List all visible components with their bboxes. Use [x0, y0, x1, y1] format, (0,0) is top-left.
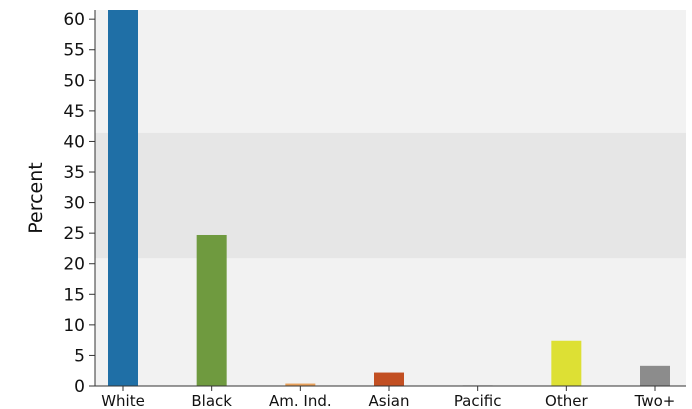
y-tick-label: 50: [63, 71, 85, 91]
shaded-band: [95, 132, 686, 259]
y-tick-label: 55: [63, 41, 85, 61]
y-axis-title: Percent: [25, 162, 47, 234]
y-tick-label: 20: [63, 255, 85, 275]
x-tick-label: Asian: [369, 392, 410, 409]
y-tick-label: 5: [74, 346, 85, 366]
bar-asian: [374, 372, 404, 386]
y-tick-label: 10: [63, 316, 85, 336]
x-tick-label: Black: [191, 392, 232, 409]
y-tick-label: 45: [63, 102, 85, 122]
y-tick-label: 35: [63, 163, 85, 183]
y-tick-label: 30: [63, 194, 85, 214]
y-tick-label: 15: [63, 285, 85, 305]
bar-am-ind: [285, 383, 316, 386]
bars-group: [108, 10, 670, 387]
x-tick-label: Other: [545, 392, 588, 409]
y-axis-ticks: 0 5 10 15 20 25 30 35 40 45 50 55 60: [63, 10, 95, 397]
y-tick-label: 60: [63, 10, 85, 30]
bar-other: [551, 340, 582, 386]
y-tick-label: 40: [63, 132, 85, 152]
bar-two: [640, 365, 670, 386]
bar-black: [196, 234, 227, 386]
x-tick-label: Two+: [634, 392, 676, 409]
y-tick-label: 25: [63, 224, 85, 244]
x-tick-label: Am. Ind.: [269, 392, 332, 409]
y-tick-label: 0: [74, 377, 85, 397]
bar-white: [108, 10, 138, 386]
x-tick-label: Pacific: [454, 392, 502, 409]
x-axis-labels: White Black Am. Ind. Asian Pacific Other Two+: [101, 386, 675, 409]
x-tick-label: White: [101, 392, 145, 409]
